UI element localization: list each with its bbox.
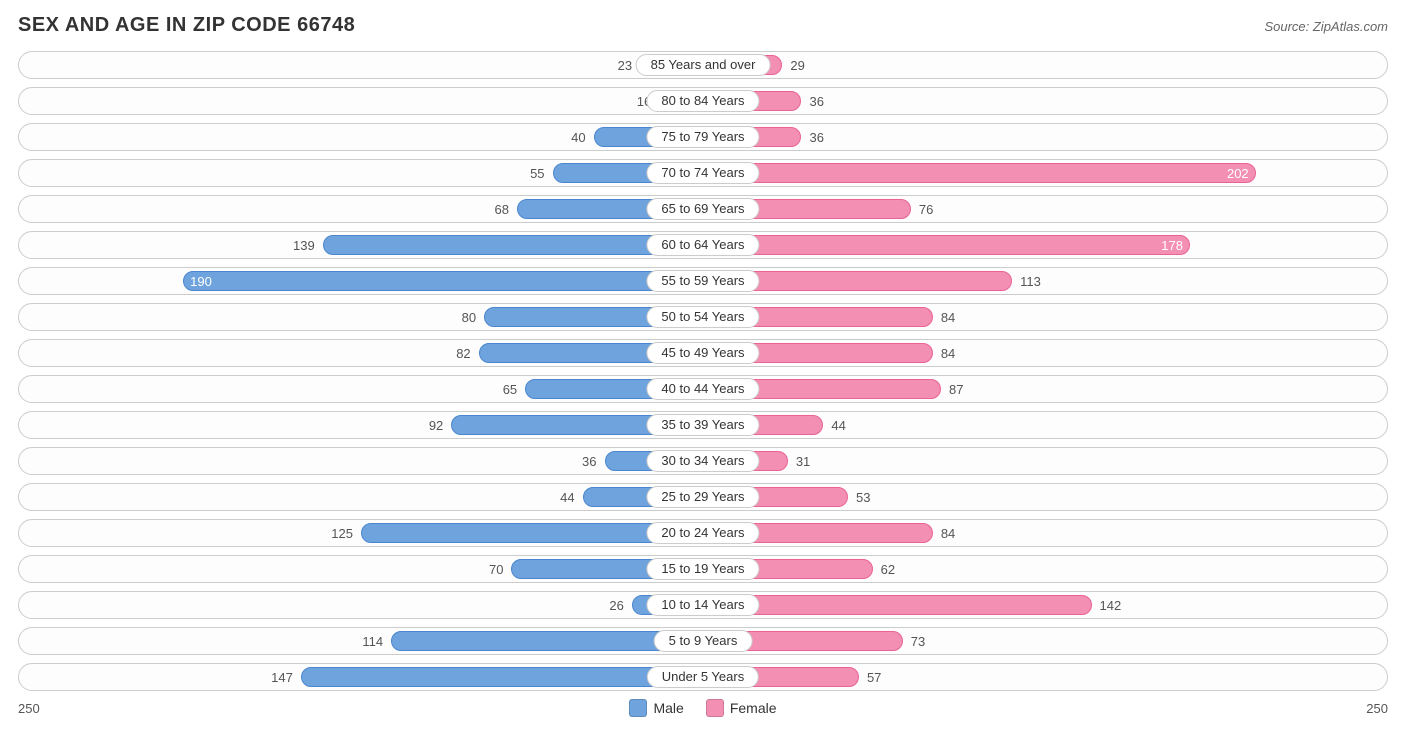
male-value: 55 [522, 166, 552, 181]
pyramid-row: 92 44 35 to 39 Years [18, 411, 1388, 439]
male-value: 190 [190, 274, 212, 289]
pyramid-row: 70 62 15 to 19 Years [18, 555, 1388, 583]
pyramid-row: 68 76 65 to 69 Years [18, 195, 1388, 223]
age-group-label: 15 to 19 Years [646, 558, 759, 580]
pyramid-row: 114 73 5 to 9 Years [18, 627, 1388, 655]
pyramid-row: 26 142 10 to 14 Years [18, 591, 1388, 619]
male-value: 26 [601, 598, 631, 613]
female-value: 178 [1161, 238, 1183, 253]
chart-header: SEX AND AGE IN ZIP CODE 66748 Source: Zi… [18, 14, 1388, 37]
male-value: 125 [323, 526, 361, 541]
pyramid-row: 163680 to 84 Years [18, 87, 1388, 115]
age-group-label: 20 to 24 Years [646, 522, 759, 544]
legend-swatch-male [629, 699, 647, 717]
female-value: 84 [933, 526, 963, 541]
female-value: 53 [848, 490, 878, 505]
pyramid-row: 125 84 20 to 24 Years [18, 519, 1388, 547]
female-value: 87 [941, 382, 971, 397]
female-value: 84 [933, 310, 963, 325]
chart-axis: 250 Male Female 250 [18, 699, 1388, 717]
pyramid-row: 80 84 50 to 54 Years [18, 303, 1388, 331]
age-group-label: 70 to 74 Years [646, 162, 759, 184]
male-value: 147 [263, 670, 301, 685]
legend-label-female: Female [730, 700, 777, 716]
age-group-label: 30 to 34 Years [646, 450, 759, 472]
pyramid-row: 65 87 40 to 44 Years [18, 375, 1388, 403]
female-value: 76 [911, 202, 941, 217]
age-group-label: 65 to 69 Years [646, 198, 759, 220]
female-value: 36 [801, 130, 831, 145]
pyramid-row: 139 178 60 to 64 Years [18, 231, 1388, 259]
female-value: 36 [801, 94, 831, 109]
female-bar: 178 [703, 235, 1190, 255]
pyramid-row: 44 53 25 to 29 Years [18, 483, 1388, 511]
age-group-label: 10 to 14 Years [646, 594, 759, 616]
legend-item-female: Female [706, 699, 777, 717]
male-value: 70 [481, 562, 511, 577]
pyramid-row: 190 113 55 to 59 Years [18, 267, 1388, 295]
female-value: 113 [1012, 274, 1049, 289]
male-value: 36 [574, 454, 604, 469]
pyramid-row: 40 36 75 to 79 Years [18, 123, 1388, 151]
female-value: 84 [933, 346, 963, 361]
legend-label-male: Male [653, 700, 683, 716]
pyramid-row: 55 202 70 to 74 Years [18, 159, 1388, 187]
female-value: 62 [873, 562, 903, 577]
male-value: 139 [285, 238, 323, 253]
age-group-label: 35 to 39 Years [646, 414, 759, 436]
pyramid-row: 232985 Years and over [18, 51, 1388, 79]
age-group-label: 55 to 59 Years [646, 270, 759, 292]
legend-swatch-female [706, 699, 724, 717]
male-value: 40 [563, 130, 593, 145]
age-group-label: 60 to 64 Years [646, 234, 759, 256]
pyramid-row: 36 31 30 to 34 Years [18, 447, 1388, 475]
female-value: 142 [1092, 598, 1130, 613]
axis-max-right: 250 [1366, 701, 1388, 716]
male-bar: 190 [183, 271, 703, 291]
age-group-label: 45 to 49 Years [646, 342, 759, 364]
legend-item-male: Male [629, 699, 683, 717]
female-value: 73 [903, 634, 933, 649]
female-value: 57 [859, 670, 889, 685]
age-group-label: 75 to 79 Years [646, 126, 759, 148]
population-pyramid-chart: 232985 Years and over163680 to 84 Years4… [18, 51, 1388, 691]
chart-source: Source: ZipAtlas.com [1264, 19, 1388, 34]
age-group-label: Under 5 Years [647, 666, 759, 688]
female-value: 29 [782, 58, 812, 73]
age-group-label: 25 to 29 Years [646, 486, 759, 508]
male-value: 82 [448, 346, 478, 361]
age-group-label: 40 to 44 Years [646, 378, 759, 400]
male-value: 65 [495, 382, 525, 397]
age-group-label: 5 to 9 Years [654, 630, 753, 652]
female-value: 202 [1227, 166, 1249, 181]
female-value: 31 [788, 454, 818, 469]
male-value: 80 [454, 310, 484, 325]
chart-legend: Male Female [629, 699, 776, 717]
male-value: 44 [552, 490, 582, 505]
age-group-label: 50 to 54 Years [646, 306, 759, 328]
male-value: 114 [354, 634, 391, 649]
chart-title: SEX AND AGE IN ZIP CODE 66748 [18, 14, 355, 37]
female-bar [703, 595, 1092, 615]
female-value: 44 [823, 418, 853, 433]
male-value: 92 [421, 418, 451, 433]
axis-max-left: 250 [18, 701, 40, 716]
pyramid-row: 82 84 45 to 49 Years [18, 339, 1388, 367]
pyramid-row: 147 57 Under 5 Years [18, 663, 1388, 691]
age-group-label: 80 to 84 Years [646, 90, 759, 112]
age-group-label: 85 Years and over [636, 54, 771, 76]
female-bar: 202 [703, 163, 1256, 183]
male-value: 68 [486, 202, 516, 217]
male-bar [301, 667, 703, 687]
